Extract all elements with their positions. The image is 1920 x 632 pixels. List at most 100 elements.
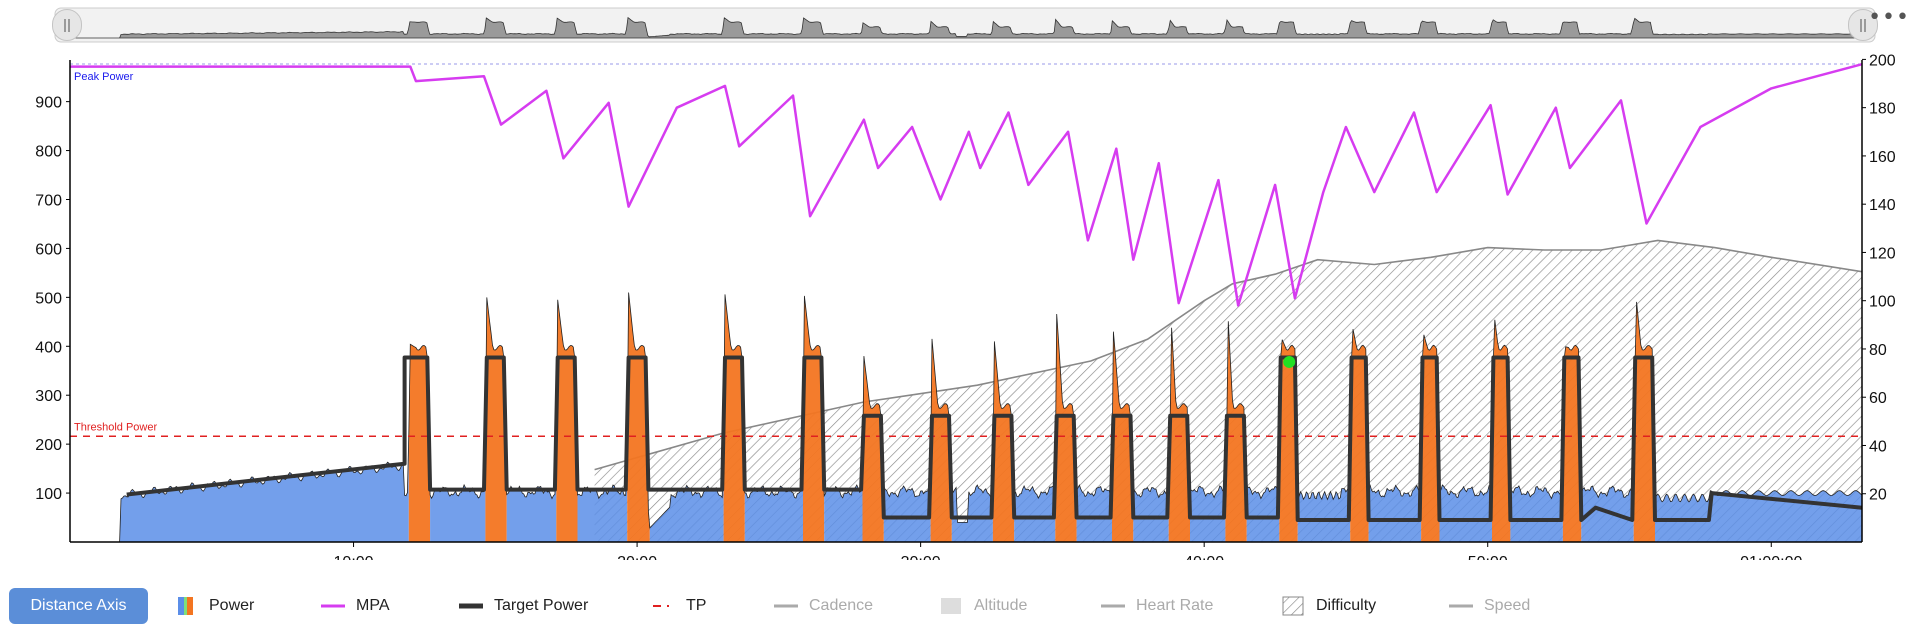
y-left-tick-label: 300 [35,388,62,405]
legend-item-power[interactable]: Power [173,594,254,618]
legend-item-mpa[interactable]: MPA [320,594,389,618]
power-area-segment [1076,468,1112,542]
power-area-segment [627,292,650,542]
power-area-segment [824,468,863,542]
legend-label: Speed [1484,597,1531,614]
x-tick-label: 10:00 [334,554,374,560]
power-area-segment [1510,434,1563,542]
power-area-segment [992,341,1015,542]
legend-item-cadence[interactable]: Cadence [773,594,873,618]
x-tick-label: 50:00 [1468,554,1508,560]
x-tick-label: 20:00 [617,554,657,560]
y-right-tick-label: 100 [1869,294,1896,311]
position-marker[interactable] [1283,355,1296,368]
power-area-segment [862,356,884,542]
y-left-tick-label: 100 [35,486,62,503]
power-area-segment [577,434,628,542]
x-tick-label: 30:00 [901,554,941,560]
power-area-segment [1562,345,1582,542]
y-right-tick-label: 200 [1869,52,1896,69]
y-left-tick-label: 500 [35,290,62,307]
legend-swatch-icon [653,605,669,607]
power-area-segment [883,468,931,542]
power-area-segment [1439,434,1492,542]
y-right-tick-label: 160 [1869,149,1896,166]
power-area-segment [1225,321,1247,542]
power-area-segment [70,434,409,542]
y-right-tick-label: 140 [1869,197,1896,214]
legend-item-difficulty[interactable]: Difficulty [1280,594,1376,618]
legend-item-altitude[interactable]: Altitude [938,594,1027,618]
range-scrubber[interactable] [0,0,1920,50]
legend-swatch-icon [774,604,798,608]
power-area-segment [951,468,993,542]
mpa-line [70,62,1863,307]
y-left-tick-label: 700 [35,192,62,209]
y-right-tick-label: 120 [1869,245,1896,262]
mpa-layer [70,62,1863,307]
legend-swatch-icon [941,598,961,614]
power-area-segment [408,344,431,542]
power-area-segment [1190,468,1226,542]
legend-label: Heart Rate [1136,597,1214,614]
power-area-segment [1492,319,1511,542]
legend-item-target-power[interactable]: Target Power [458,594,588,618]
target-power-layer [126,355,1863,522]
legend-swatch-icon [178,597,193,615]
y-right-tick-label: 40 [1869,438,1887,455]
y-right-tick-label: 80 [1869,342,1887,359]
legend-label: Cadence [809,597,874,614]
legend-bar: Distance Axis Power MPA Target Power TP Cade… [0,588,1920,628]
y-left-tick-label: 200 [35,437,62,454]
power-area-segment [1421,334,1440,542]
scrubber-right-handle[interactable] [1848,9,1878,41]
marker-layer [1283,355,1296,368]
legend-label: Target Power [494,597,589,614]
power-area-segment [1246,434,1280,542]
legend-swatch-icon [321,604,345,608]
legend-item-tp[interactable]: TP [650,594,706,618]
y-left-tick-label: 400 [35,339,62,356]
threshold-power-label: Threshold Power [74,421,157,433]
peak-power-label: Peak Power [74,71,134,83]
x-tick-label: 01:00:00 [1740,554,1802,560]
power-area-segment [1014,468,1056,542]
legend-label: Altitude [974,597,1028,614]
scrubber-power-overview [70,16,1861,39]
legend-item-speed[interactable]: Speed [1448,594,1530,618]
scrubber-left-handle[interactable] [52,9,82,41]
scrubber-overview [70,16,1861,39]
axes-layer: 100 200 300 400 500 600 700 800 900 20 40 60 80 100 12… [35,52,1896,560]
y-right-tick-label: 20 [1869,487,1887,504]
legend-swatch-icon [459,603,483,609]
legend-swatch-icon [1282,596,1304,616]
y-left-tick-label: 900 [35,95,62,112]
power-area-segment [1168,327,1190,542]
power-area-segment [506,434,557,542]
legend-label: TP [686,597,707,614]
more-options-icon[interactable]: ••• [1868,5,1910,30]
power-area-segment [930,338,952,542]
legend-swatch-icon [1101,604,1125,608]
target-power-line [126,355,1863,522]
threshold-layer: Threshold Power Peak Power [70,63,1862,438]
legend-swatch-icon [1449,604,1473,608]
power-area-segment [1133,468,1169,542]
power-area-segment [556,299,578,542]
distance-axis-button[interactable]: Distance Axis [9,588,148,624]
y-left-tick-label: 600 [35,241,62,258]
legend-label: MPA [356,597,390,614]
power-chart: Threshold Power Peak Power 100 200 300 400 50… [35,52,1896,560]
x-tick-label: 40:00 [1184,554,1224,560]
power-area-segment [430,434,486,542]
difficulty-line [594,239,1862,471]
legend-item-heart-rate[interactable]: Heart Rate [1100,594,1213,618]
power-area-segment [1055,314,1077,542]
y-right-tick-label: 60 [1869,390,1887,407]
power-area-segment [1633,301,1655,542]
power-area-segment [744,434,803,542]
y-right-tick-label: 180 [1869,101,1896,118]
power-area-segment [1297,434,1351,542]
legend-label: Power [209,597,255,614]
power-area-segment [1279,339,1298,542]
